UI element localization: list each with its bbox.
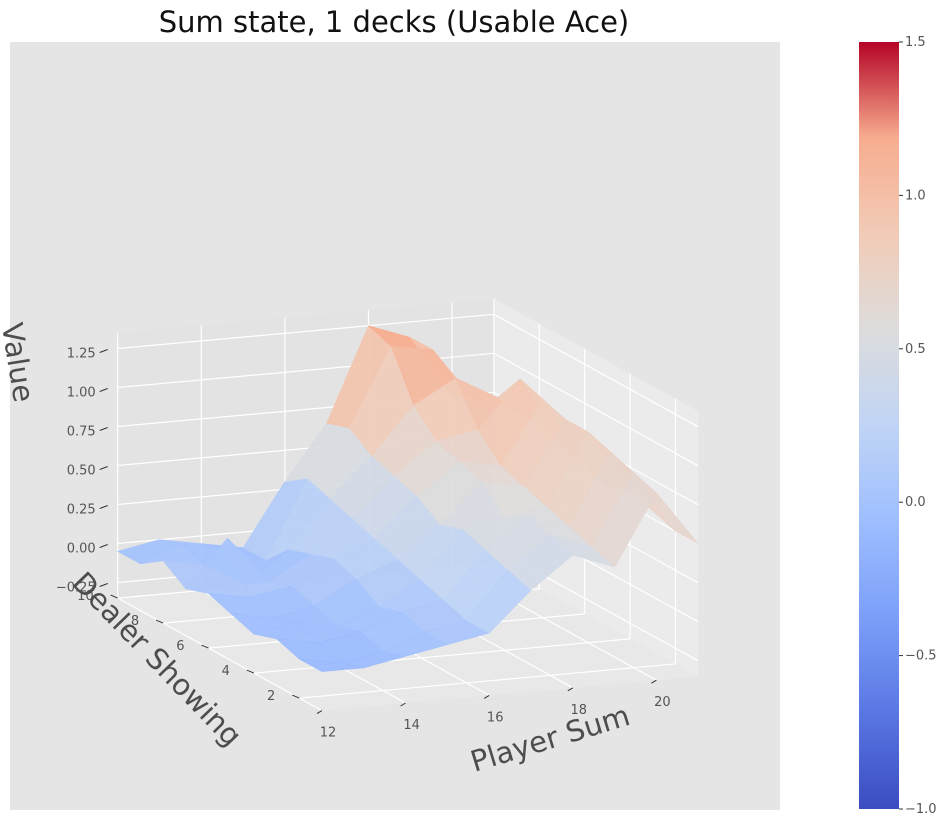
- y-gridline-floor: [299, 663, 676, 699]
- z-tick-label: 1.25: [67, 347, 96, 362]
- z-gridline-side: [493, 313, 699, 428]
- x-tick: [567, 687, 574, 692]
- x-tick-label: 14: [403, 718, 420, 733]
- z-tick-label: 0.25: [67, 503, 96, 518]
- z-gridline-side: [493, 352, 699, 467]
- y-tick-label: 10: [77, 589, 94, 604]
- z-tick: [99, 349, 108, 353]
- colorbar-ticks: −1.0 −0.5 0.0 0.5 1.0 1.5: [899, 35, 937, 817]
- z-tick: [99, 388, 108, 392]
- z-tick: [99, 427, 108, 431]
- colorbar-tick-label: −1.0: [905, 802, 937, 817]
- surface: [116, 325, 699, 672]
- z-tick-label: 1.00: [67, 386, 96, 401]
- z-tick-label: 0.75: [67, 425, 96, 440]
- z-tick-label: −0.25: [56, 581, 96, 596]
- z-tick: [99, 466, 108, 470]
- z-tick: [99, 583, 108, 587]
- tick-marks: [99, 349, 657, 715]
- x-tick: [651, 679, 657, 684]
- x-tick: [316, 710, 323, 715]
- colorbar: [859, 42, 899, 809]
- colorbar-tick-label: 0.5: [905, 342, 926, 357]
- x-tick-label: 18: [571, 703, 588, 718]
- y-tick: [292, 694, 300, 699]
- colorbar-tick-label: 1.5: [905, 35, 926, 50]
- y-tick: [155, 619, 164, 624]
- x-tick-label: 12: [320, 726, 337, 741]
- colorbar-tick-label: 1.0: [905, 188, 926, 203]
- y-tick-label: 6: [176, 639, 184, 654]
- colorbar-tick-label: −0.5: [905, 649, 937, 664]
- y-tick-label: 2: [267, 689, 275, 704]
- tick-labels: 12 14 16 18 20 2 4 6 8 10−0.25 0.00 0.25 0.50 0.75 1.0…: [56, 347, 671, 741]
- x-tick: [400, 702, 406, 707]
- z-tick-label: 0.00: [67, 542, 96, 557]
- y-tick: [201, 644, 209, 649]
- x-tick-label: 16: [487, 710, 504, 725]
- x-tick-label: 20: [654, 695, 671, 710]
- z-tick: [99, 544, 108, 548]
- y-tick: [110, 594, 118, 599]
- x-tick: [483, 694, 490, 699]
- chart-title: Sum state, 1 decks (Usable Ace): [159, 5, 630, 39]
- z-gridline-back: [117, 313, 494, 350]
- x-gridline-floor: [117, 597, 323, 712]
- z-tick: [99, 505, 108, 509]
- z-tick-label: 0.50: [67, 464, 96, 479]
- y-tick-label: 4: [222, 664, 230, 679]
- y-tick: [246, 669, 255, 674]
- colorbar-tick-label: 0.0: [905, 495, 926, 510]
- surface-facet: [633, 472, 699, 545]
- y-tick-label: 8: [131, 614, 139, 629]
